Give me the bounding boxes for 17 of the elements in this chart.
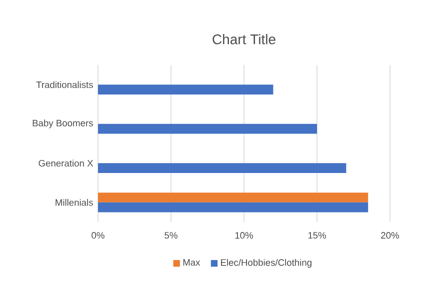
bar bbox=[98, 192, 368, 202]
y-tick-label: Millenials bbox=[56, 198, 93, 206]
y-tick-label: Traditionalists bbox=[36, 81, 93, 88]
y-tick-label: Baby Boomers bbox=[32, 120, 93, 128]
x-tick-label: 15% bbox=[308, 232, 326, 239]
bar bbox=[98, 163, 346, 173]
y-tick-label: Generation X bbox=[38, 160, 94, 167]
bar bbox=[98, 202, 368, 212]
legend-label: Elec/Hobbies/Clothing bbox=[221, 259, 312, 268]
bar bbox=[98, 124, 317, 134]
bar bbox=[98, 84, 274, 94]
x-tick-label: 0% bbox=[92, 232, 104, 239]
legend-label: Max bbox=[183, 259, 200, 266]
x-tick-label: 5% bbox=[164, 232, 178, 239]
x-tick-label: 10% bbox=[235, 232, 254, 239]
x-tick-label: 20% bbox=[381, 232, 400, 239]
chart-title: Chart Title bbox=[212, 34, 276, 44]
